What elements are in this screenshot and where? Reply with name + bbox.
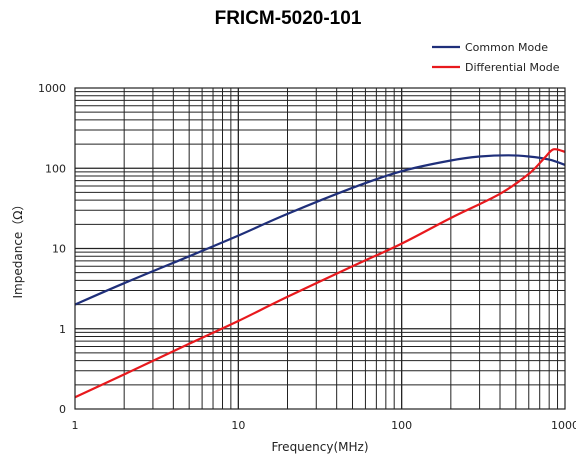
- y-axis-label: Impedance（Ω）: [11, 199, 25, 299]
- series-layer: [74, 148, 566, 399]
- x-tick-label: 10: [231, 419, 245, 432]
- x-tick-label: 1: [72, 419, 79, 432]
- y-tick-label: 100: [45, 162, 66, 175]
- series-line-1: [74, 148, 566, 399]
- y-tick-label: 1000: [38, 82, 66, 95]
- legend-label-1: Differential Mode: [465, 61, 560, 74]
- x-axis-label: Frequency(MHz): [271, 440, 368, 454]
- x-tick-label: 1000: [551, 419, 576, 432]
- legend: Common Mode Differential Mode: [432, 41, 560, 74]
- x-tick-label: 100: [391, 419, 412, 432]
- y-tick-label: 10: [52, 243, 66, 256]
- chart-title: FRICM-5020-101: [214, 8, 362, 29]
- legend-label-0: Common Mode: [465, 41, 548, 54]
- y-tick-label: 0: [59, 403, 66, 416]
- series-line-0: [74, 154, 566, 306]
- y-tick-label: 1: [59, 323, 66, 336]
- plot-frame: [74, 87, 566, 410]
- grid: [75, 88, 565, 409]
